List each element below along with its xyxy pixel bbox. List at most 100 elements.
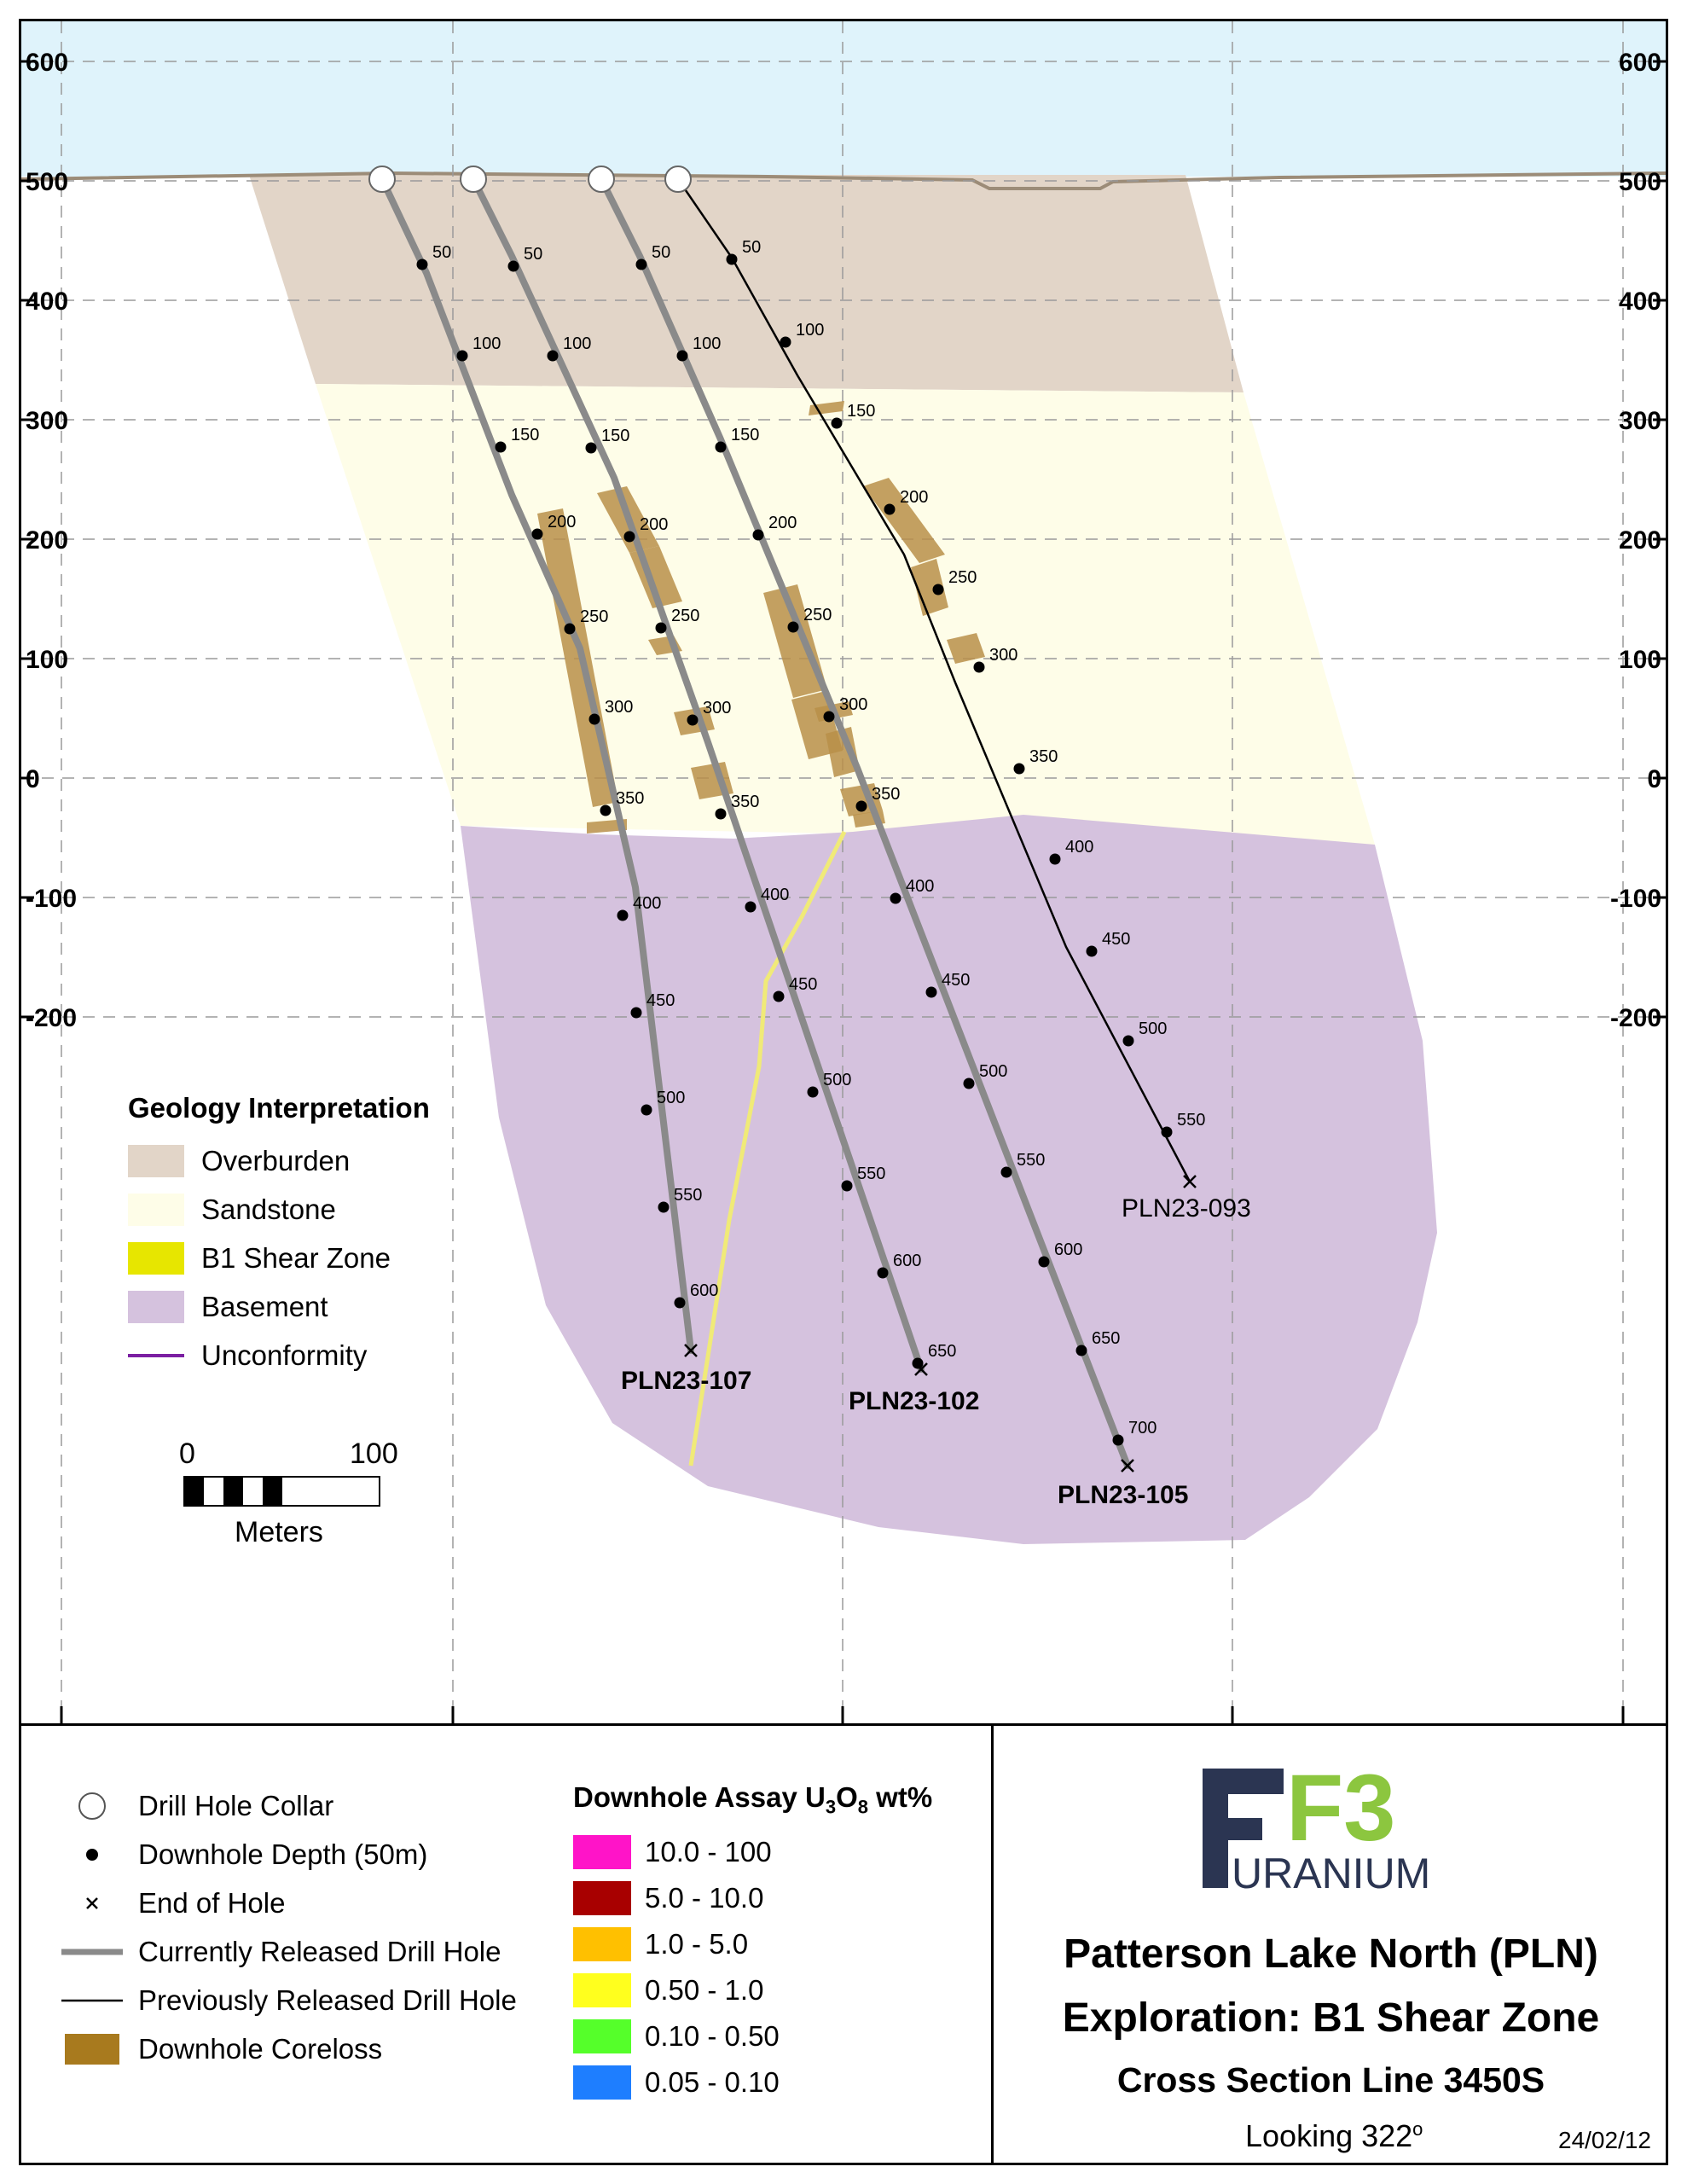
scale-end-label: 100 bbox=[350, 1438, 398, 1470]
assay-swatch bbox=[573, 1880, 631, 1915]
current-hole-line-icon bbox=[61, 1935, 123, 1969]
depth-label: 250 bbox=[580, 607, 608, 626]
drill-hole-label: PLN23-107 bbox=[621, 1367, 751, 1395]
elevation-label-left: -200 bbox=[26, 1004, 77, 1032]
assay-swatch bbox=[573, 1926, 631, 1961]
legend-label-collar: Drill Hole Collar bbox=[138, 1789, 334, 1821]
b1-shear-zone-trace bbox=[688, 830, 847, 1467]
coreloss-swatch bbox=[61, 2032, 123, 2066]
elevation-label-right: 200 bbox=[1619, 526, 1661, 555]
depth-marker bbox=[823, 711, 835, 723]
drill-hole-collar bbox=[460, 166, 487, 193]
legend-label-previous-hole: Previously Released Drill Hole bbox=[138, 1984, 517, 2016]
drill-hole-trace bbox=[470, 176, 925, 1373]
map-title-line1: Patterson Lake North (PLN) bbox=[1064, 1931, 1598, 1977]
depth-label: 100 bbox=[796, 321, 824, 340]
logo-wordmark: URANIUM bbox=[1232, 1850, 1430, 1897]
assay-legend-label: 1.0 - 5.0 bbox=[645, 1927, 749, 1960]
legend-row-coreloss: Downhole Coreloss bbox=[61, 2024, 517, 2073]
depth-label: 250 bbox=[803, 606, 832, 624]
coreloss-interval bbox=[763, 584, 827, 698]
depth-label: 150 bbox=[511, 426, 539, 444]
coreloss-interval bbox=[947, 633, 985, 664]
depth-marker bbox=[752, 529, 764, 541]
depth-label: 500 bbox=[657, 1089, 685, 1107]
depth-marker bbox=[617, 909, 629, 921]
assay-legend-label: 5.0 - 10.0 bbox=[645, 1881, 764, 1914]
assay-legend: Downhole Assay U3O8 wt% 10.0 - 100 5.0 - … bbox=[573, 1781, 932, 2106]
depth-marker bbox=[630, 1007, 642, 1019]
elevation-label-right: 0 bbox=[1647, 765, 1661, 793]
logo-mark: F3 bbox=[1286, 1769, 1395, 1861]
geology-legend-row: Sandstone bbox=[128, 1185, 495, 1234]
map-title-line3: Cross Section Line 3450S bbox=[1116, 2060, 1545, 2100]
depth-marker bbox=[456, 350, 468, 362]
map-date: 24/02/12 bbox=[1558, 2127, 1651, 2153]
legend-label-coreloss: Downhole Coreloss bbox=[138, 2032, 383, 2065]
depth-marker bbox=[841, 1180, 853, 1192]
assay-swatch bbox=[573, 1834, 631, 1869]
depth-marker bbox=[585, 442, 597, 454]
geology-legend-row: Basement bbox=[128, 1282, 495, 1331]
basement-unit bbox=[461, 815, 1437, 1544]
elevation-label-right: -200 bbox=[1610, 1004, 1661, 1032]
depth-label: 250 bbox=[671, 607, 699, 625]
elevation-label-right: 500 bbox=[1619, 168, 1661, 196]
elevation-label-right: 300 bbox=[1619, 407, 1661, 435]
depth-marker bbox=[1049, 853, 1061, 865]
depth-label: 650 bbox=[928, 1342, 956, 1361]
depth-label: 100 bbox=[472, 334, 501, 353]
scale-start-label: 0 bbox=[179, 1438, 195, 1470]
depth-label: 300 bbox=[989, 646, 1017, 665]
depth-marker bbox=[658, 1201, 670, 1213]
assay-legend-row: 0.05 - 0.10 bbox=[573, 2059, 932, 2106]
coreloss-interval bbox=[587, 819, 627, 834]
elevation-label-left: 300 bbox=[26, 407, 68, 435]
geology-legend-row: Overburden bbox=[128, 1136, 495, 1185]
depth-marker bbox=[877, 1267, 889, 1279]
depth-label: 150 bbox=[601, 427, 629, 445]
depth-label: 150 bbox=[847, 402, 875, 421]
depth-label: 600 bbox=[690, 1281, 718, 1300]
assay-swatch bbox=[573, 1972, 631, 2007]
depth-label: 450 bbox=[646, 991, 675, 1010]
geology-legend-row: B1 Shear Zone bbox=[128, 1234, 495, 1282]
depth-label: 600 bbox=[893, 1252, 921, 1270]
geology-swatch bbox=[128, 1241, 184, 1275]
legend-row-depth: Downhole Depth (50m) bbox=[61, 1830, 517, 1879]
depth-marker bbox=[807, 1086, 819, 1098]
drill-hole-trace bbox=[379, 176, 694, 1354]
legend-label-depth: Downhole Depth (50m) bbox=[138, 1838, 428, 1870]
legend-panel: Drill Hole Collar Downhole Depth (50m) E… bbox=[19, 1723, 1668, 2165]
end-of-hole-marker bbox=[1183, 1175, 1197, 1188]
assay-swatch bbox=[573, 2018, 631, 2053]
scale-unit-label: Meters bbox=[235, 1516, 323, 1548]
depth-marker bbox=[1038, 1256, 1050, 1268]
assay-legend-row: 5.0 - 10.0 bbox=[573, 1875, 932, 1921]
depth-label: 50 bbox=[742, 238, 761, 257]
geology-swatch bbox=[128, 1290, 184, 1323]
depth-marker bbox=[1075, 1345, 1087, 1356]
elevation-label-left: 600 bbox=[26, 49, 68, 77]
geology-legend-label: Sandstone bbox=[201, 1193, 336, 1225]
title-block: F3 URANIUM Patterson Lake North (PLN) Ex… bbox=[994, 1726, 1668, 2165]
legend-label-current-hole: Currently Released Drill Hole bbox=[138, 1935, 501, 1967]
depth-label: 400 bbox=[1065, 838, 1093, 857]
drill-hole-label: PLN23-105 bbox=[1058, 1481, 1188, 1509]
depth-marker bbox=[745, 901, 757, 913]
depth-label: 550 bbox=[1017, 1151, 1045, 1170]
depth-marker bbox=[831, 417, 843, 429]
company-logo: F3 URANIUM bbox=[1203, 1769, 1430, 1897]
depth-label: 50 bbox=[524, 245, 542, 264]
depth-marker bbox=[507, 260, 519, 272]
depth-label: 350 bbox=[616, 789, 644, 808]
panel-divider bbox=[991, 1726, 994, 2165]
looking-direction: Looking 322o bbox=[1245, 2118, 1423, 2153]
depth-marker bbox=[623, 531, 635, 543]
depth-label: 650 bbox=[1092, 1329, 1120, 1348]
legend-row-current-hole: Currently Released Drill Hole bbox=[61, 1927, 517, 1976]
depth-label: 400 bbox=[761, 886, 789, 904]
sandstone-unit bbox=[316, 384, 1375, 845]
ground-surface-line bbox=[20, 171, 1667, 190]
